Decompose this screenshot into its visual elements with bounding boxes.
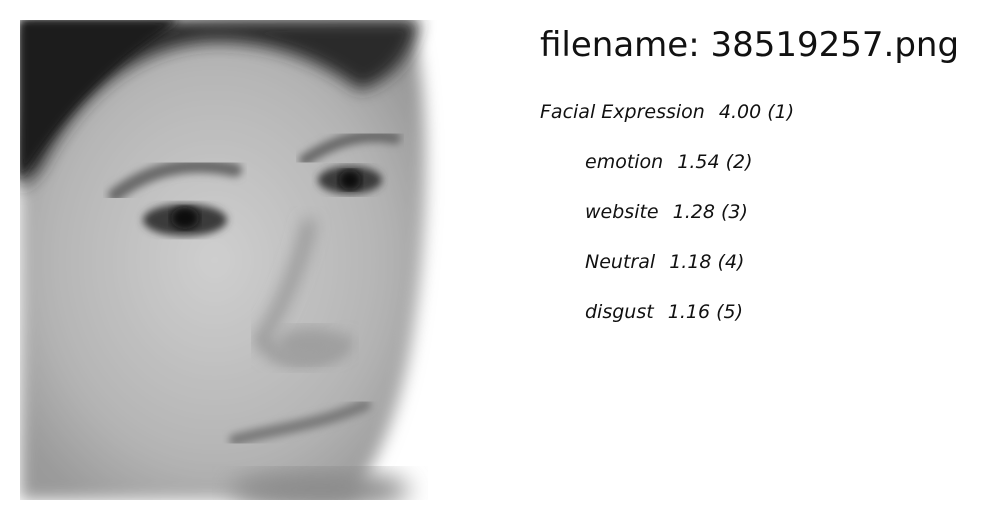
list-item: Facial Expression 4.00 (1) (540, 100, 980, 150)
label-name: Neutral (585, 251, 656, 273)
label-score: 1.54 (677, 151, 720, 173)
label-score: 4.00 (718, 101, 762, 123)
label-rank: (1) (767, 101, 795, 123)
label-list: Facial Expression 4.00 (1) emotion 1.54 … (540, 100, 980, 350)
label-rank: (3) (721, 201, 748, 223)
info-panel: filename: 38519257.png Facial Expression… (540, 24, 980, 350)
label-rank: (2) (725, 151, 753, 173)
label-score: 1.16 (667, 301, 711, 323)
list-item: Neutral 1.18 (4) (540, 250, 980, 300)
list-item: website 1.28 (3) (540, 200, 980, 250)
label-rank: (5) (716, 301, 744, 323)
label-score: 1.28 (672, 201, 715, 223)
list-item: disgust 1.16 (5) (540, 300, 980, 350)
label-score: 1.18 (669, 251, 712, 273)
face-photo-graphic (20, 20, 490, 500)
label-name: Facial Expression (540, 101, 705, 123)
label-name: website (585, 201, 659, 223)
filename-label: filename: 38519257.png (540, 25, 960, 65)
label-name: disgust (585, 301, 654, 323)
label-rank: (4) (717, 251, 745, 273)
list-item: emotion 1.54 (2) (540, 150, 980, 200)
face-photo (20, 20, 490, 500)
label-name: emotion (585, 151, 664, 173)
